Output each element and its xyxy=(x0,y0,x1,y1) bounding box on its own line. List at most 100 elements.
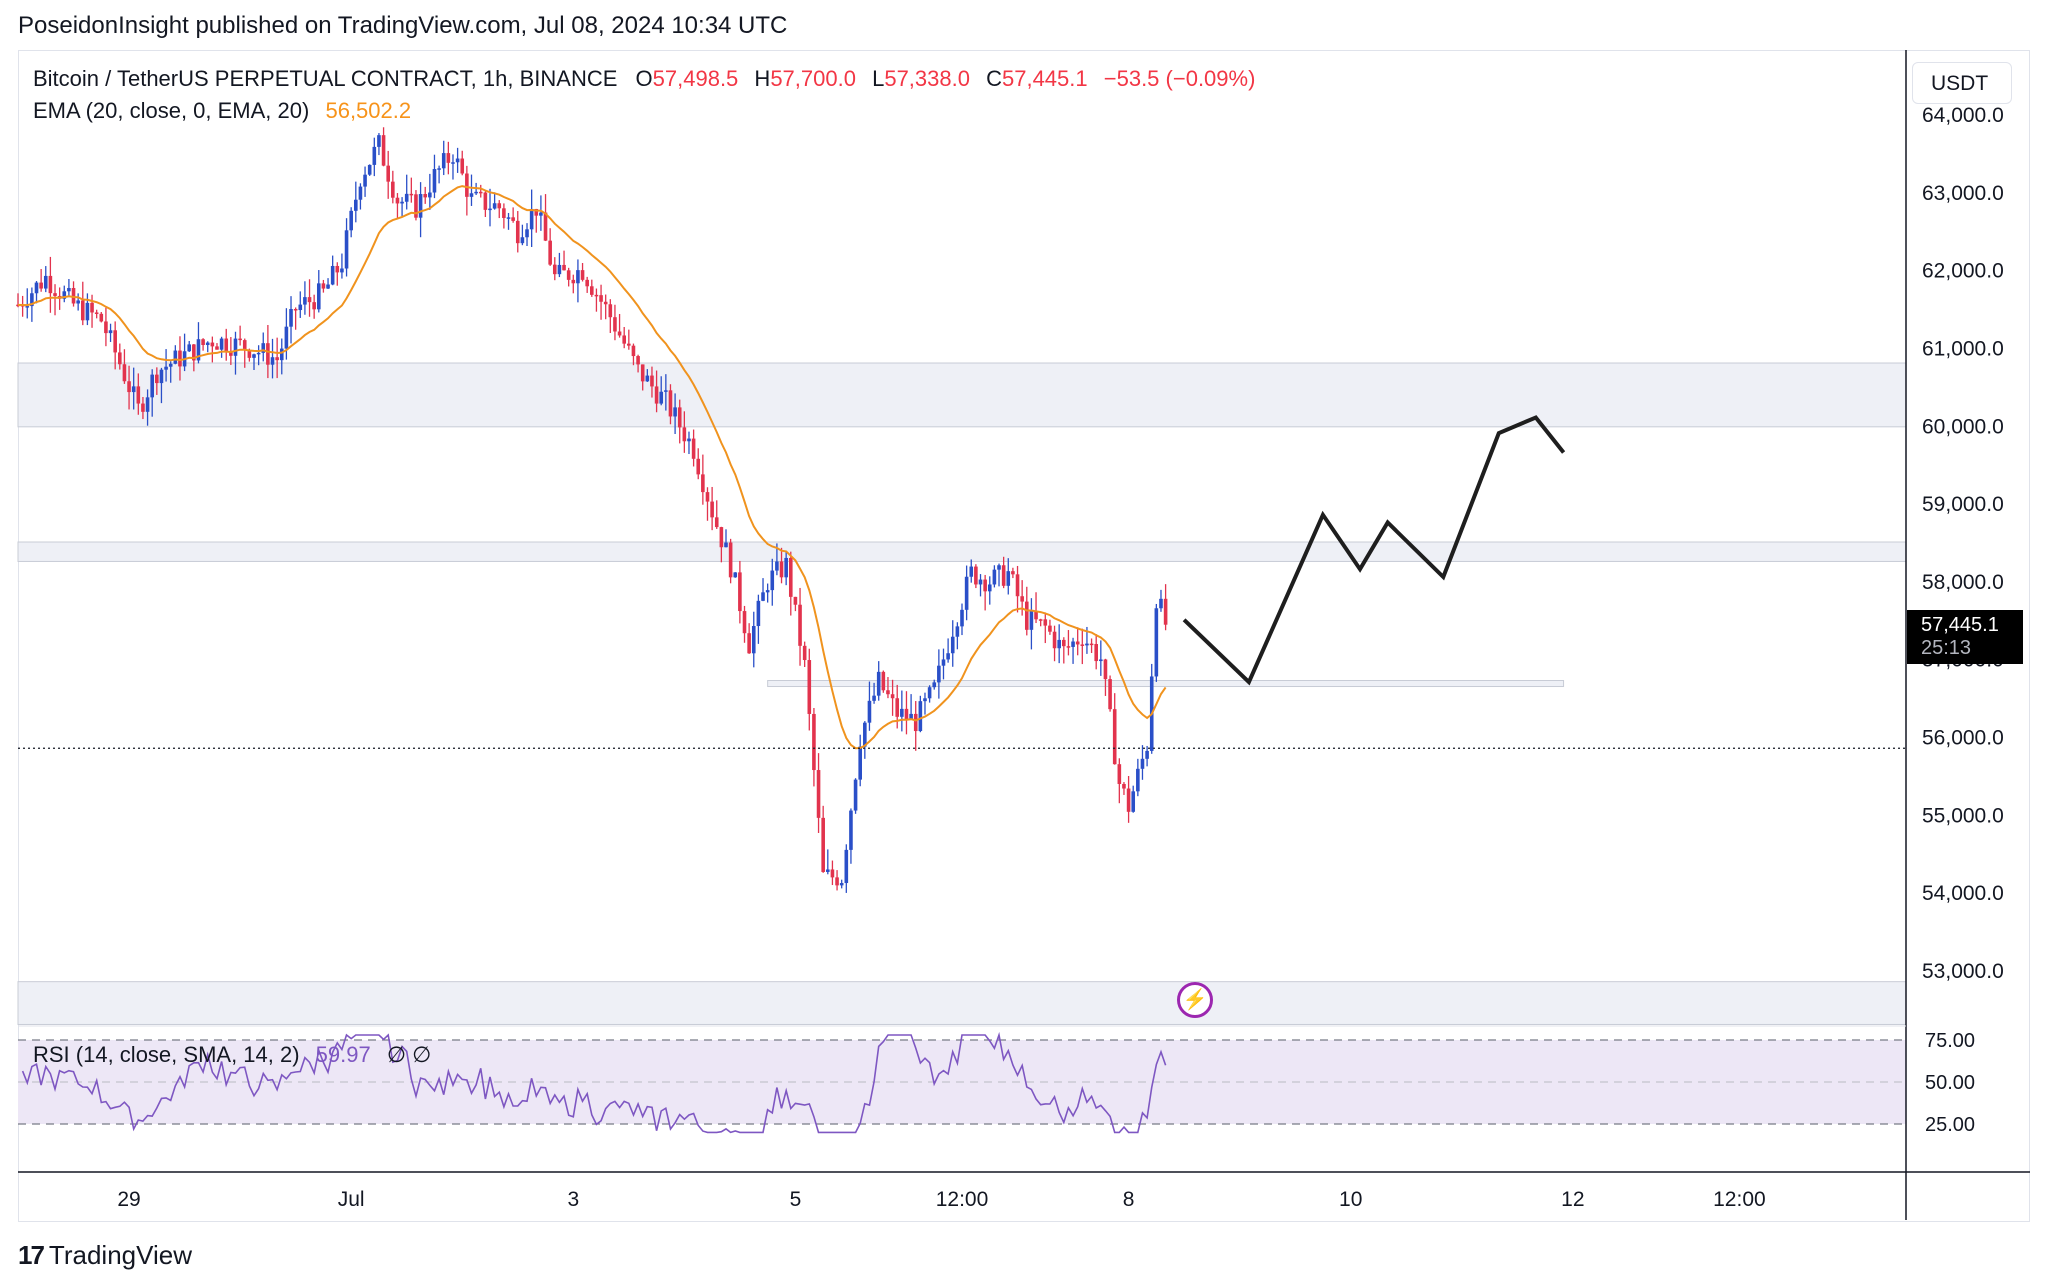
time-tick-8: 12:00 xyxy=(1713,1188,1766,1211)
candle-body xyxy=(30,293,34,307)
currency-button[interactable]: USDT xyxy=(1912,62,2012,104)
candle-body xyxy=(585,279,589,287)
published-header: PoseidonInsight published on TradingView… xyxy=(18,12,788,39)
candle-body xyxy=(474,191,478,194)
candle-body xyxy=(1122,783,1126,789)
candle-body xyxy=(25,306,30,308)
candle-body xyxy=(557,264,562,275)
candle-body xyxy=(765,590,770,593)
candle-body xyxy=(529,208,534,230)
candle-body xyxy=(756,600,761,627)
candle-body xyxy=(192,344,196,361)
ohlc-low-value: 57,338.0 xyxy=(884,66,970,91)
candle-body xyxy=(950,636,955,654)
candle-body xyxy=(1163,598,1168,625)
candle-body xyxy=(381,135,386,166)
ohlc-open-label: O xyxy=(635,66,653,91)
candle-body xyxy=(441,153,446,169)
price-tick-3: 61,000.0 xyxy=(1922,337,2004,360)
candle-body xyxy=(802,645,807,661)
candle-body xyxy=(71,288,76,304)
ema-legend[interactable]: EMA (20, close, 0, EMA, 20) 56,502.2 xyxy=(33,98,411,124)
candle-body xyxy=(53,293,57,296)
candle-body xyxy=(108,330,113,334)
candle-body xyxy=(1066,646,1071,648)
candle-body xyxy=(955,626,960,637)
ohlc-high-label: H xyxy=(754,66,771,91)
candle-body xyxy=(455,158,460,163)
candle-body xyxy=(266,343,270,365)
candle-body xyxy=(242,340,247,350)
candle-body xyxy=(826,869,830,872)
candle-body xyxy=(515,220,520,244)
candle-body xyxy=(788,557,793,597)
tradingview-logo-icon: 17 xyxy=(18,1240,45,1270)
candle-body xyxy=(751,626,756,654)
candle-body xyxy=(460,158,465,174)
lightning-icon[interactable]: ⚡ xyxy=(1177,982,1213,1018)
candle-body xyxy=(978,579,983,585)
candle-body xyxy=(478,191,483,194)
candle-body xyxy=(76,300,80,304)
candle-body xyxy=(48,275,53,294)
candle-body xyxy=(270,357,275,365)
candle-body xyxy=(118,352,122,365)
candle-body xyxy=(159,369,164,384)
candle-body xyxy=(969,566,974,577)
candle-body xyxy=(94,312,99,314)
candle-body xyxy=(974,566,978,585)
candle-body xyxy=(131,386,136,393)
zone-3 xyxy=(17,981,1907,1025)
candle-body xyxy=(562,264,566,271)
time-tick-1: Jul xyxy=(338,1188,365,1211)
candle-body xyxy=(377,135,381,147)
candle-body xyxy=(451,162,455,164)
candle-body xyxy=(937,665,941,683)
candle-body xyxy=(215,346,219,350)
candle-body xyxy=(1159,598,1163,609)
candle-body xyxy=(946,653,950,660)
rsi-legend[interactable]: RSI (14, close, SMA, 14, 2) 59.97 ∅ ∅ xyxy=(33,1042,431,1068)
candle-body xyxy=(122,364,127,382)
candle-body xyxy=(830,869,835,878)
chart-frame xyxy=(18,50,2030,1222)
zone-2 xyxy=(767,680,1565,688)
candle-body xyxy=(659,391,664,404)
candle-body xyxy=(289,308,293,327)
ohlc-close-value: 57,445.1 xyxy=(1001,66,1088,91)
candle-body xyxy=(1126,788,1131,812)
candle-body xyxy=(1052,631,1057,649)
candle-body xyxy=(872,695,876,701)
candle-body xyxy=(631,345,636,357)
candle-body xyxy=(469,193,474,197)
price-tick-2: 62,000.0 xyxy=(1922,260,2004,283)
candle-body xyxy=(1131,791,1136,812)
candle-body xyxy=(821,817,825,872)
candle-body xyxy=(983,579,987,592)
candle-body xyxy=(506,217,511,219)
candle-body xyxy=(636,356,640,365)
candle-body xyxy=(779,561,784,578)
candle-body xyxy=(761,592,765,601)
candle-body xyxy=(155,374,159,384)
candle-body xyxy=(719,527,724,548)
candle-body xyxy=(187,344,192,352)
candle-body xyxy=(525,229,529,238)
candle-body xyxy=(1075,641,1080,645)
candle-body xyxy=(437,168,441,170)
candle-body xyxy=(326,284,330,289)
candle-body xyxy=(344,230,349,269)
candle-body xyxy=(372,146,377,165)
candle-body xyxy=(247,349,252,358)
candle-body xyxy=(1038,619,1043,621)
candle-body xyxy=(99,313,104,322)
candle-body xyxy=(414,194,418,218)
candle-body xyxy=(502,208,506,218)
candle-body xyxy=(1043,619,1048,626)
rsi-tick-2: 25.00 xyxy=(1925,1114,1975,1136)
candle-body xyxy=(890,694,895,699)
candle-body xyxy=(312,302,316,310)
price-tick-8: 56,000.0 xyxy=(1922,727,2004,750)
countdown-value: 25:13 xyxy=(1921,637,1972,659)
